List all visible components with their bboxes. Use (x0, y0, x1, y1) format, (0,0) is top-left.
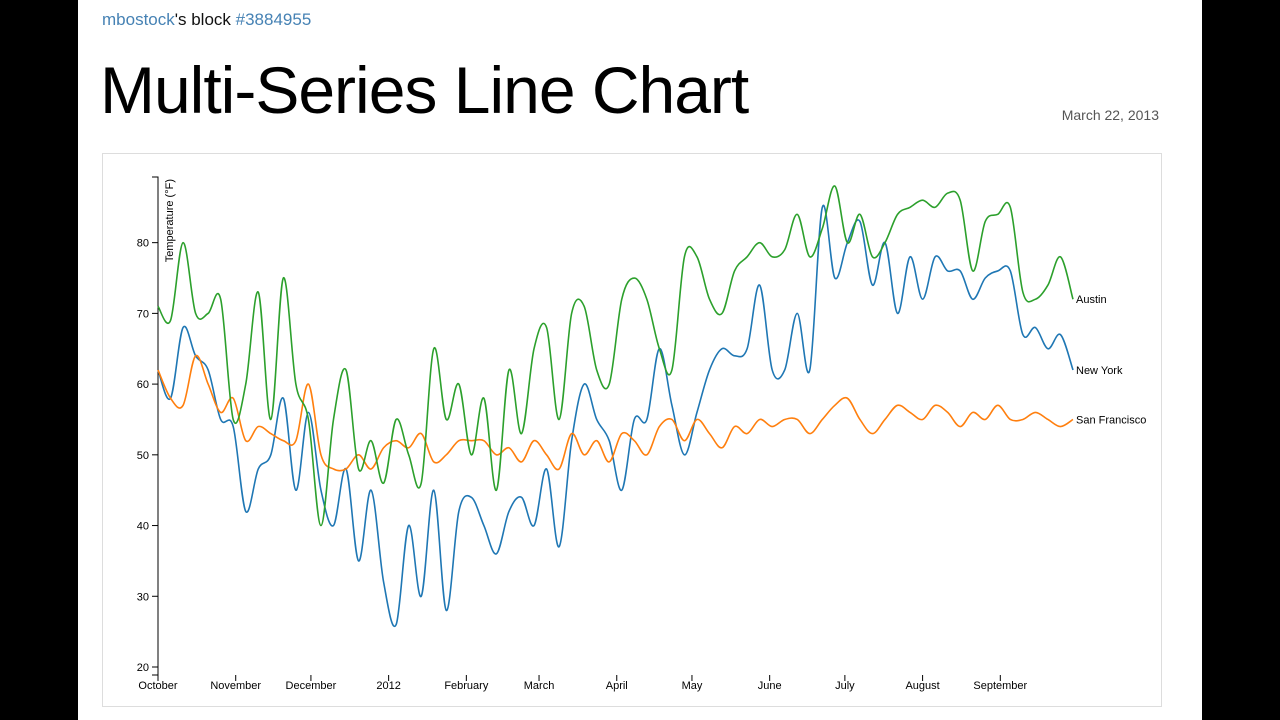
x-tick-label: December (286, 680, 337, 692)
x-tick-label: November (210, 680, 261, 692)
x-tick-label: February (444, 680, 489, 692)
series-label: San Francisco (1076, 414, 1146, 426)
chart-frame (102, 153, 1162, 707)
publish-date: March 22, 2013 (1061, 107, 1159, 123)
breadcrumb: mbostock's block #3884955 (102, 10, 311, 30)
y-tick-label: 40 (137, 521, 149, 533)
y-tick-label: 70 (137, 308, 149, 320)
page-title: Multi-Series Line Chart (100, 53, 749, 127)
x-tick-label: August (905, 680, 939, 692)
y-axis-line (152, 176, 159, 676)
series-label: Austin (1076, 294, 1107, 306)
y-tick-label: 80 (137, 238, 149, 250)
breadcrumb-text: 's block (174, 10, 236, 29)
y-tick-label: 50 (137, 450, 149, 462)
x-tick-label: July (835, 680, 855, 692)
x-tick-label: March (524, 680, 555, 692)
series-line-san-francisco (157, 354, 1074, 472)
y-axis-title: Temperature (°F) (164, 179, 176, 262)
series-line-austin (157, 185, 1074, 527)
user-link[interactable]: mbostock (102, 10, 175, 29)
y-tick-label: 30 (137, 591, 149, 603)
x-tick-label: 2012 (376, 680, 400, 692)
series-label: New York (1076, 365, 1123, 377)
x-tick-label: October (138, 680, 177, 692)
x-tick-label: September (973, 680, 1027, 692)
x-tick-label: June (758, 680, 782, 692)
gist-link[interactable]: #3884955 (235, 10, 312, 29)
x-tick-label: April (606, 680, 628, 692)
y-tick-label: 20 (137, 662, 149, 674)
y-tick-label: 60 (137, 379, 149, 391)
x-tick-label: May (682, 680, 703, 692)
series-line-new-york (157, 204, 1074, 628)
